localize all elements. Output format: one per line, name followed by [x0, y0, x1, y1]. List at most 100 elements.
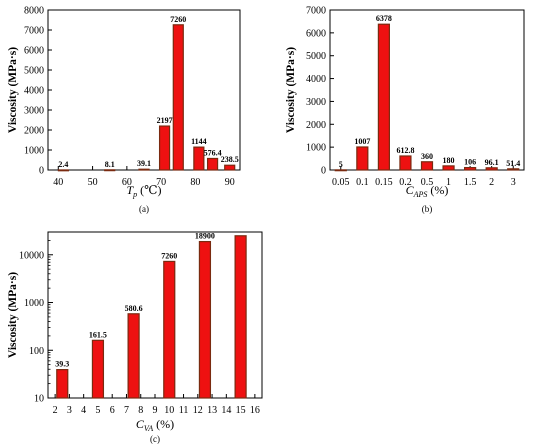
- panel-b-bar: [464, 166, 477, 171]
- panel-a-caption: (a): [139, 204, 149, 214]
- panel-b-data-label: 180: [443, 156, 455, 165]
- panel-c-x-tick-label: 16: [250, 405, 260, 416]
- panel-a-y-tick-label: 2000: [24, 126, 44, 137]
- panel-c-x-tick-label: 15: [236, 405, 246, 416]
- panel-a-data-label: 2197: [157, 116, 173, 125]
- panel-b-x-tick-label: 3: [511, 177, 516, 188]
- panel-a-x-tick-label: 60: [122, 177, 132, 188]
- panel-b-x-tick-label: 1: [446, 177, 451, 188]
- panel-b-data-label: 5: [339, 160, 343, 169]
- panel-b-chart: 0 1000 2000 3000 4000 5000 6000 7000 0.05 5 0.1 100…: [285, 6, 525, 214]
- panel-a-data-label: 1144: [191, 137, 207, 146]
- panel-c-x-tick-label: 14: [221, 405, 231, 416]
- panel-a-bar: [138, 168, 150, 171]
- panel-c-x-axis-title: CVA (%): [136, 417, 174, 433]
- panel-a-x-tick-label: 40: [53, 177, 63, 188]
- panel-a-bar: [224, 164, 236, 171]
- panel-c-plot-frame: [47, 231, 263, 399]
- panel-c-x-tick-label: 3: [67, 405, 72, 416]
- panel-a-data-label: 7260: [170, 15, 186, 24]
- panel-a-y-tick-label: 6000: [24, 46, 44, 57]
- panel-a-data-label: 8.1: [105, 160, 115, 169]
- panel-c-x-tick-label: 10: [164, 405, 174, 416]
- panel-c-x-tick-label: 5: [95, 405, 100, 416]
- panel-b-bar: [420, 161, 434, 171]
- panel-b-x-axis-title: CAPS (%): [406, 183, 449, 199]
- panel-c-x-tick-label: 6: [110, 405, 115, 416]
- panel-b-y-tick-label: 0: [321, 166, 326, 177]
- panel-a-y-tick-label: 8000: [24, 6, 44, 17]
- panel-a-x-tick-label: 70: [156, 177, 166, 188]
- panel-a-data-label: 238.5: [221, 155, 239, 164]
- panel-c-x-tick-label: 11: [179, 405, 189, 416]
- panel-b-bar: [356, 146, 369, 171]
- panel-c-bar: [163, 260, 176, 399]
- panel-b-bar: [507, 168, 520, 171]
- panel-a-bar: [158, 125, 171, 171]
- panel-b-data-label: 360: [421, 152, 433, 161]
- panel-a-x-axis-title: Tp (℃): [126, 183, 161, 199]
- panel-c-data-label: 39.3: [55, 360, 69, 369]
- panel-a-y-tick-label: 3000: [24, 106, 44, 117]
- panel-a-data-label: 39.1: [137, 159, 151, 168]
- panel-b-bar: [334, 169, 347, 172]
- panel-b-caption: (b): [422, 204, 433, 214]
- panel-b-data-label: 96.1: [485, 158, 499, 167]
- panel-a-y-tick-label: 4000: [24, 86, 44, 97]
- panel-b-data-label: 1007: [354, 137, 370, 146]
- panel-b-bar: [485, 167, 498, 171]
- panel-b-data-label: 612.8: [396, 146, 414, 155]
- panel-a-y-tick-label: 0: [39, 166, 44, 177]
- panel-c-data-label: 7260: [161, 251, 177, 260]
- panel-b-x-tick-label: 1.5: [464, 177, 477, 188]
- panel-a-x-tick-label: 90: [225, 177, 235, 188]
- panel-c-x-tick-label: 2: [53, 405, 58, 416]
- panel-a-data-label: 576.4: [204, 148, 222, 157]
- panel-b-x-tick-label: 0.05: [332, 177, 350, 188]
- panel-c-x-tick-label: 4: [81, 405, 86, 416]
- panel-a-plot-frame: [47, 9, 241, 171]
- panel-b-bar: [377, 23, 390, 171]
- panel-c-bar: [91, 339, 105, 399]
- panel-b-x-tick-label: 2: [489, 177, 494, 188]
- panel-c-data-label: 18900: [195, 232, 215, 241]
- panel-b-y-tick-label: 1000: [306, 143, 326, 154]
- panel-b-y-tick-label: 2000: [306, 120, 326, 131]
- panel-a-bar: [206, 157, 219, 171]
- panel-c-bar: [56, 369, 69, 399]
- panel-b-y-tick-label: 7000: [306, 6, 326, 17]
- panel-b-y-tick-label: 4000: [306, 74, 326, 85]
- panel-a-chart: 0 1000 2000 3000 4000 5000 6000 7000 8000 40 50 60 7…: [7, 6, 241, 214]
- panel-b-bar: [442, 165, 455, 171]
- panel-a-x-tick-label: 80: [190, 177, 200, 188]
- panel-c-data-label: 580.6: [125, 304, 143, 313]
- panel-a-x-tick-label: 50: [88, 177, 98, 188]
- panel-c-chart: 10 100 1000 10000 2 3 4 5 6 7 8 9 10 11 12 13 14 15 16 39.3…: [7, 231, 263, 444]
- panel-a-y-tick-label: 5000: [24, 66, 44, 77]
- panel-b-x-tick-label: 0.2: [399, 177, 412, 188]
- panel-a-y-axis-title: Viscosity (MPa·s): [7, 47, 19, 133]
- panel-c-bar: [127, 313, 140, 399]
- panel-c-x-tick-label: 12: [193, 405, 203, 416]
- panel-c-bar: [234, 235, 247, 399]
- panel-c-x-tick-label: 9: [153, 405, 158, 416]
- panel-b-data-label: 106: [464, 158, 476, 167]
- panel-c-y-tick-label: 100: [29, 346, 44, 357]
- panel-c-x-tick-label: 7: [124, 405, 129, 416]
- panel-b-plot-frame: [329, 9, 525, 171]
- panel-c-y-tick-label: 1000: [24, 298, 44, 309]
- panel-a-y-tick-label: 1000: [24, 146, 44, 157]
- panel-c-x-tick-label: 13: [207, 405, 217, 416]
- panel-b-y-axis-title: Viscosity (MPa·s): [285, 47, 297, 133]
- panel-c-data-label: 161.5: [89, 330, 107, 339]
- panel-a-y-tick-label: 7000: [24, 26, 44, 37]
- panel-a-data-label: 2.4: [58, 160, 68, 169]
- panel-b-bar: [399, 155, 412, 171]
- panel-b-x-tick-label: 0.5: [421, 177, 434, 188]
- panel-c-x-tick-label: 8: [138, 405, 143, 416]
- panel-b-y-tick-label: 3000: [306, 97, 326, 108]
- panel-c-y-tick-label: 10: [34, 394, 44, 405]
- panel-a-bar: [57, 169, 70, 172]
- panel-a-bar: [172, 24, 184, 171]
